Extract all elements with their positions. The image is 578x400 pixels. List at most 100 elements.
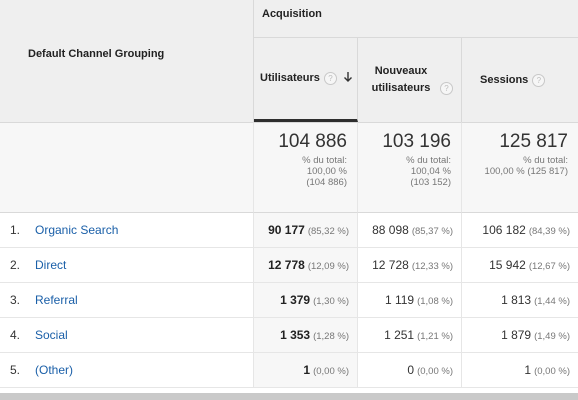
channel-link-other[interactable]: (Other) xyxy=(35,363,74,377)
totals-new-users: 103 196 % du total: 100,04 % (103 152) xyxy=(358,122,462,213)
users-value: 90 177 xyxy=(268,223,305,237)
sessions-value: 1 xyxy=(524,363,532,377)
column-header-users[interactable]: Utilisateurs ? xyxy=(254,38,358,122)
sessions-cell: 1 (0,00 %) xyxy=(462,353,578,387)
sessions-percent: (0,00 %) xyxy=(534,366,570,377)
sessions-value: 1 879 xyxy=(501,328,532,342)
new-users-cell: 88 098 (85,37 %) xyxy=(358,213,462,247)
new-users-header-text: Nouveaux utilisateurs xyxy=(371,65,431,94)
sessions-percent: (12,67 %) xyxy=(528,261,570,272)
sessions-percent: (84,39 %) xyxy=(528,226,570,237)
new-users-cell: 12 728 (12,33 %) xyxy=(358,248,462,282)
dimension-header: Default Channel Grouping xyxy=(0,0,254,122)
users-header-label: Utilisateurs xyxy=(260,72,320,84)
users-cell: 90 177 (85,32 %) xyxy=(254,213,358,247)
new-users-value: 88 098 xyxy=(372,223,409,237)
users-percent: (85,32 %) xyxy=(307,226,349,237)
totals-users: 104 886 % du total: 100,00 % (104 886) xyxy=(254,122,358,213)
table-row: 3. Referral 1 379 (1,30 %) 1 119 (1,08 %) … xyxy=(0,283,578,318)
users-percent: (1,30 %) xyxy=(313,296,349,307)
new-users-value: 12 728 xyxy=(372,258,409,272)
sessions-cell: 15 942 (12,67 %) xyxy=(462,248,578,282)
sessions-percent: (1,49 %) xyxy=(534,331,570,342)
new-users-value: 1 251 xyxy=(384,328,415,342)
row-index: 4. xyxy=(10,328,21,342)
totals-row-label-cell xyxy=(0,122,254,213)
users-cell: 12 778 (12,09 %) xyxy=(254,248,358,282)
column-header-sessions[interactable]: Sessions ? xyxy=(462,38,578,122)
totals-share-percent: 100,04 % xyxy=(410,166,451,177)
new-users-value: 1 119 xyxy=(384,293,415,307)
new-users-header-label: Nouveaux utilisateurs? xyxy=(366,63,453,97)
sessions-cell: 1 879 (1,49 %) xyxy=(462,318,578,352)
users-value: 1 xyxy=(303,363,311,377)
channel-cell: 1. Organic Search xyxy=(0,213,254,247)
new-users-percent: (1,08 %) xyxy=(417,296,453,307)
new-users-percent: (0,00 %) xyxy=(417,366,453,377)
totals-share-label: % du total: xyxy=(523,155,568,166)
sessions-header-label: Sessions xyxy=(480,73,529,86)
totals-sessions-share: % du total: 100,00 % (125 817) xyxy=(485,155,568,177)
new-users-percent: (12,33 %) xyxy=(411,261,453,272)
row-index: 1. xyxy=(10,223,21,237)
users-cell: 1 (0,00 %) xyxy=(254,353,358,387)
users-percent: (1,28 %) xyxy=(313,331,349,342)
sessions-value: 1 813 xyxy=(501,293,532,307)
sessions-cell: 106 182 (84,39 %) xyxy=(462,213,578,247)
channel-link-direct[interactable]: Direct xyxy=(35,258,67,272)
help-icon[interactable]: ? xyxy=(440,81,453,95)
users-cell: 1 353 (1,28 %) xyxy=(254,318,358,352)
totals-share-base: (104 886) xyxy=(306,177,347,188)
acquisition-group-header: Acquisition xyxy=(254,0,578,38)
new-users-cell: 1 251 (1,21 %) xyxy=(358,318,462,352)
help-icon[interactable]: ? xyxy=(532,73,546,87)
users-cell: 1 379 (1,30 %) xyxy=(254,283,358,317)
totals-sessions: 125 817 % du total: 100,00 % (125 817) xyxy=(462,122,578,213)
totals-users-share: % du total: 100,00 % (104 886) xyxy=(302,155,347,188)
totals-share-base: (103 152) xyxy=(410,177,451,188)
sessions-value: 15 942 xyxy=(489,258,526,272)
row-index: 2. xyxy=(10,258,21,272)
channel-cell: 3. Referral xyxy=(0,283,254,317)
users-value: 1 379 xyxy=(280,293,311,307)
table-row: 5. (Other) 1 (0,00 %) 0 (0,00 %) 1 (0,00 %) xyxy=(0,353,578,388)
totals-share-percent: 100,00 % (125 817) xyxy=(484,166,568,177)
help-icon[interactable]: ? xyxy=(323,72,337,85)
sessions-cell: 1 813 (1,44 %) xyxy=(462,283,578,317)
totals-sessions-value: 125 817 xyxy=(499,131,568,152)
new-users-cell: 1 119 (1,08 %) xyxy=(358,283,462,317)
horizontal-scrollbar[interactable] xyxy=(0,393,578,400)
totals-share-percent: 100,00 % xyxy=(306,166,347,177)
channel-cell: 5. (Other) xyxy=(0,353,254,387)
users-value: 1 353 xyxy=(280,328,311,342)
column-header-new-users[interactable]: Nouveaux utilisateurs? xyxy=(358,38,462,122)
users-value: 12 778 xyxy=(268,258,305,272)
table-row: 4. Social 1 353 (1,28 %) 1 251 (1,21 %) 1 … xyxy=(0,318,578,353)
sessions-percent: (1,44 %) xyxy=(534,296,570,307)
channel-link-referral[interactable]: Referral xyxy=(35,293,78,307)
totals-share-label: % du total: xyxy=(406,155,451,166)
new-users-percent: (1,21 %) xyxy=(417,331,453,342)
totals-new-users-value: 103 196 xyxy=(382,131,451,152)
channel-cell: 2. Direct xyxy=(0,248,254,282)
new-users-cell: 0 (0,00 %) xyxy=(358,353,462,387)
row-index: 5. xyxy=(10,363,21,377)
new-users-value: 0 xyxy=(407,363,415,377)
new-users-percent: (85,37 %) xyxy=(411,226,453,237)
totals-share-label: % du total: xyxy=(302,155,347,166)
users-percent: (12,09 %) xyxy=(307,261,349,272)
table-row: 2. Direct 12 778 (12,09 %) 12 728 (12,33 %… xyxy=(0,248,578,283)
channel-link-social[interactable]: Social xyxy=(35,328,68,342)
totals-users-value: 104 886 xyxy=(278,131,347,152)
table-row: 1. Organic Search 90 177 (85,32 %) 88 098… xyxy=(0,213,578,248)
acquisition-label: Acquisition xyxy=(262,8,322,20)
totals-new-users-share: % du total: 100,04 % (103 152) xyxy=(406,155,451,188)
users-percent: (0,00 %) xyxy=(313,366,349,377)
channel-link-organic-search[interactable]: Organic Search xyxy=(35,223,119,237)
row-index: 3. xyxy=(10,293,21,307)
channel-cell: 4. Social xyxy=(0,318,254,352)
dimension-header-label[interactable]: Default Channel Grouping xyxy=(28,48,165,60)
sessions-value: 106 182 xyxy=(482,223,526,237)
arrow-down-icon[interactable] xyxy=(343,70,353,88)
